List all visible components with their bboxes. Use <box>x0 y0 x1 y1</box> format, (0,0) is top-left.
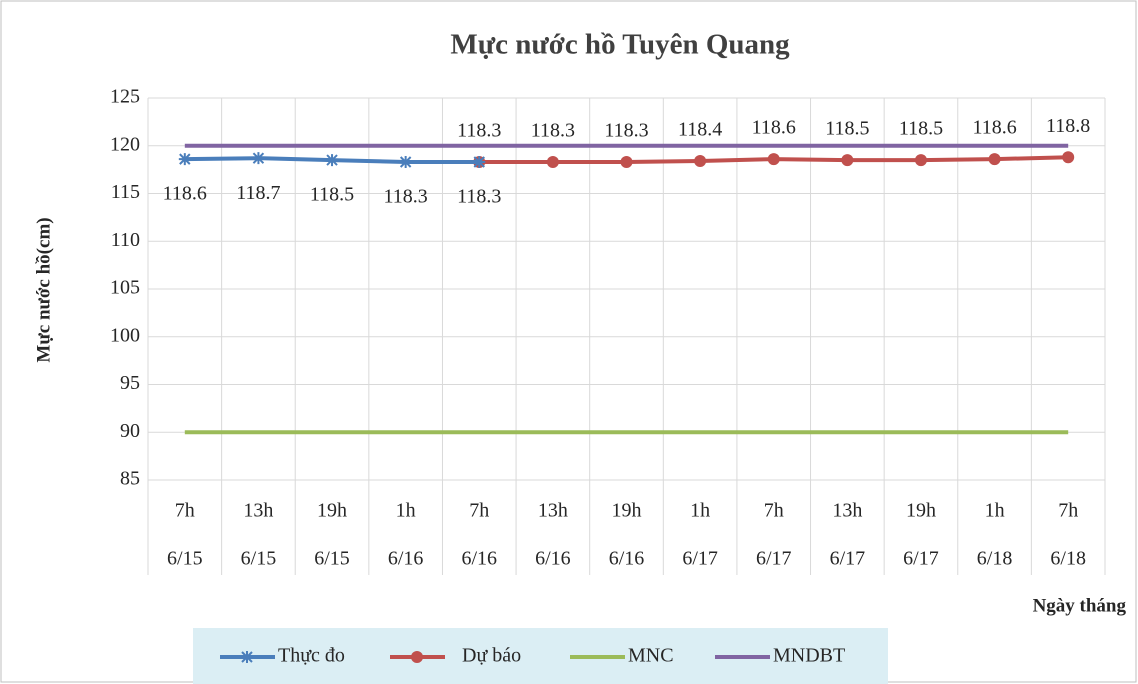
y-tick-label: 115 <box>111 181 140 203</box>
x-tick-label: 13h <box>832 500 862 522</box>
x-tick-label: 13h <box>243 500 273 522</box>
x-tick-date: 6/15 <box>314 548 350 570</box>
x-tick-date: 6/18 <box>1050 548 1086 570</box>
data-point <box>326 154 339 167</box>
y-tick-label: 120 <box>110 133 140 155</box>
x-tick-label: 7h <box>469 500 489 522</box>
x-tick-label: 19h <box>317 500 347 522</box>
x-axis-title: Ngày tháng <box>1033 595 1127 616</box>
y-tick-label: 125 <box>110 86 140 108</box>
x-tick-label: 7h <box>764 500 784 522</box>
x-tick-label: 1h <box>396 500 416 522</box>
x-tick-label: 7h <box>175 500 195 522</box>
x-tick-date: 6/18 <box>977 548 1013 570</box>
data-label: 118.6 <box>163 183 207 205</box>
data-point <box>988 153 1001 166</box>
data-label: 118.5 <box>310 184 354 206</box>
data-label: 118.3 <box>604 120 648 142</box>
y-tick-label: 105 <box>110 277 140 299</box>
y-tick-label: 85 <box>120 468 140 490</box>
x-tick-label: 1h <box>690 500 710 522</box>
legend-label: MNDBT <box>773 645 845 667</box>
y-axis-title: Mực nước hồ(cm) <box>33 217 54 362</box>
x-tick-date: 6/16 <box>535 548 571 570</box>
data-label: 118.3 <box>531 120 575 142</box>
legend-box <box>193 628 888 684</box>
data-label: 118.7 <box>236 182 280 204</box>
legend-label: MNC <box>628 645 674 667</box>
data-point <box>399 155 412 168</box>
data-label: 118.4 <box>678 119 722 141</box>
data-label: 118.6 <box>972 117 1016 139</box>
data-point <box>841 154 854 167</box>
data-point <box>473 155 486 168</box>
x-tick-date: 6/16 <box>461 548 497 570</box>
data-label: 118.6 <box>752 117 796 139</box>
data-label: 118.3 <box>384 186 428 208</box>
x-tick-label: 19h <box>612 500 642 522</box>
y-tick-label: 100 <box>110 324 140 346</box>
data-label: 118.5 <box>899 118 943 140</box>
x-tick-date: 6/16 <box>388 548 424 570</box>
data-point <box>1062 151 1075 164</box>
data-point <box>546 155 559 168</box>
x-tick-date: 6/15 <box>167 548 203 570</box>
data-label: 118.5 <box>825 118 869 140</box>
data-label: 118.3 <box>457 120 501 142</box>
data-point <box>252 152 265 165</box>
data-label: 118.8 <box>1046 115 1090 137</box>
legend-label: Dự báo <box>462 645 521 667</box>
x-tick-date: 6/17 <box>830 548 866 570</box>
data-point <box>178 153 191 166</box>
data-point <box>694 155 707 168</box>
x-tick-date: 6/17 <box>903 548 939 570</box>
data-label: 118.3 <box>457 186 501 208</box>
data-point <box>767 153 780 166</box>
x-tick-date: 6/15 <box>241 548 277 570</box>
legend-marker <box>411 651 423 663</box>
chart-title: Mực nước hồ Tuyên Quang <box>450 29 790 61</box>
legend-marker <box>241 651 253 663</box>
x-tick-label: 13h <box>538 500 568 522</box>
legend-label: Thực đo <box>278 645 345 667</box>
y-tick-label: 110 <box>111 229 140 251</box>
data-point <box>620 155 633 168</box>
data-point <box>914 154 927 167</box>
x-tick-date: 6/17 <box>756 548 792 570</box>
x-tick-label: 19h <box>906 500 936 522</box>
x-tick-date: 6/17 <box>682 548 718 570</box>
x-tick-date: 6/16 <box>609 548 645 570</box>
y-tick-label: 90 <box>120 420 140 442</box>
x-tick-label: 7h <box>1058 500 1078 522</box>
x-tick-label: 1h <box>985 500 1005 522</box>
y-tick-label: 95 <box>120 372 140 394</box>
